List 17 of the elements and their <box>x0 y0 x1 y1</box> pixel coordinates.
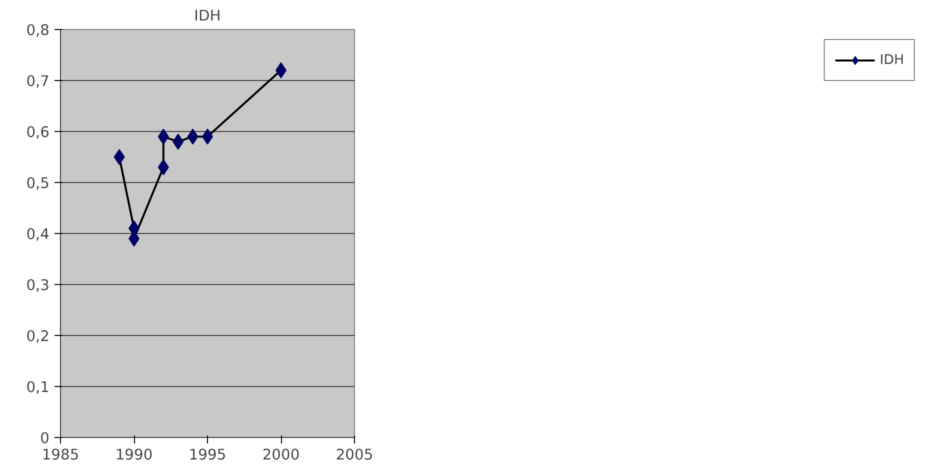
chart-title: IDH <box>194 8 221 24</box>
point <box>114 149 125 165</box>
x-tick-label: 2005 <box>336 446 374 464</box>
legend-label: IDH <box>880 52 904 68</box>
x-tick-label: 1990 <box>115 446 153 464</box>
y-tick-label: 0,3 <box>26 277 50 294</box>
y-tick-label: 0,2 <box>26 328 50 345</box>
y-tick-label: 0,6 <box>26 124 50 141</box>
x-tick-label: 1985 <box>42 446 80 464</box>
x-tick-label: 1995 <box>188 446 226 464</box>
y-tick-label: 0,7 <box>26 73 50 90</box>
y-tick-label: 0 <box>40 430 50 447</box>
y-tick-label: 0,4 <box>26 226 50 243</box>
y-tick-label: 0,1 <box>26 379 50 396</box>
y-tick-label: 0,5 <box>26 175 50 192</box>
y-tick-label: 0,8 <box>26 22 50 39</box>
x-tick-label: 2000 <box>262 446 300 464</box>
